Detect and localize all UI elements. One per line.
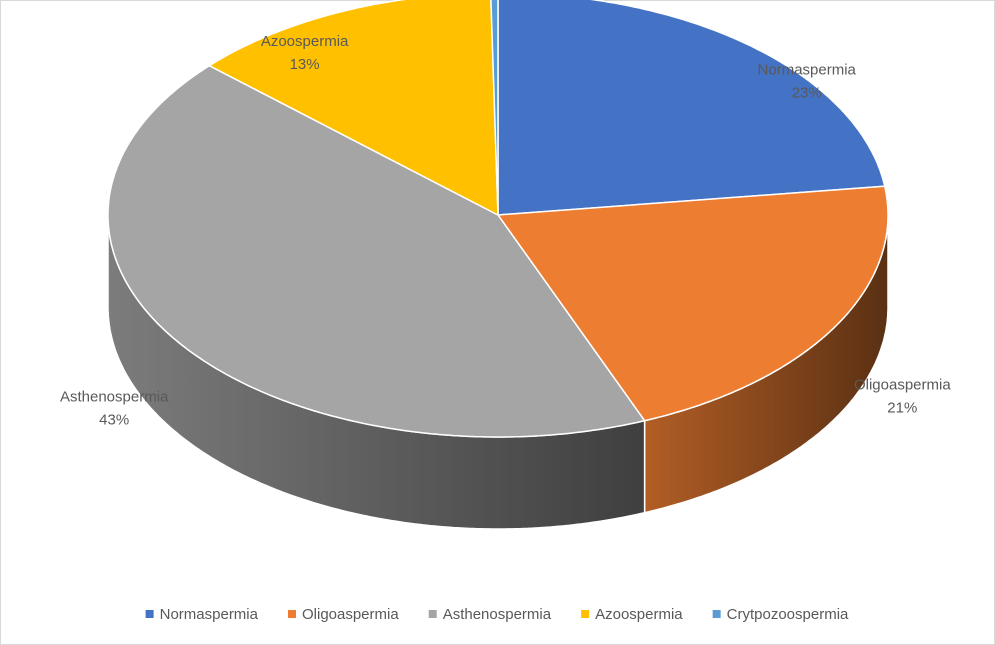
legend-label: Crytpozoospermia [727,606,849,623]
data-label-value: 21% [887,399,917,416]
legend-label: Normaspermia [160,606,259,623]
data-label-name: Asthenospermia [60,389,169,406]
data-label-value: 43% [99,412,129,429]
legend-swatch [712,610,721,618]
data-label-value: 23% [792,84,822,101]
legend-label: Oligoaspermia [302,606,399,623]
pie-slice [107,64,646,438]
legend-label: Azoospermia [595,606,683,623]
pie-slice [497,0,886,216]
data-label-value: 13% [290,56,320,73]
legend-swatch [581,610,590,618]
legend-swatch [145,610,154,618]
legend-swatch [428,610,437,618]
legend-label: Asthenospermia [443,606,552,623]
legend-swatch [287,610,296,618]
pie-slice [207,0,499,217]
data-label-name: Oligoaspermia [854,376,951,393]
data-label-name: Normaspermia [758,61,857,78]
pie-slice [496,185,889,422]
data-label-name: Azoospermia [261,33,349,50]
pie-slice [490,0,499,216]
legend: Normaspermia Oligoaspermia Asthenospermia A… [145,606,849,623]
